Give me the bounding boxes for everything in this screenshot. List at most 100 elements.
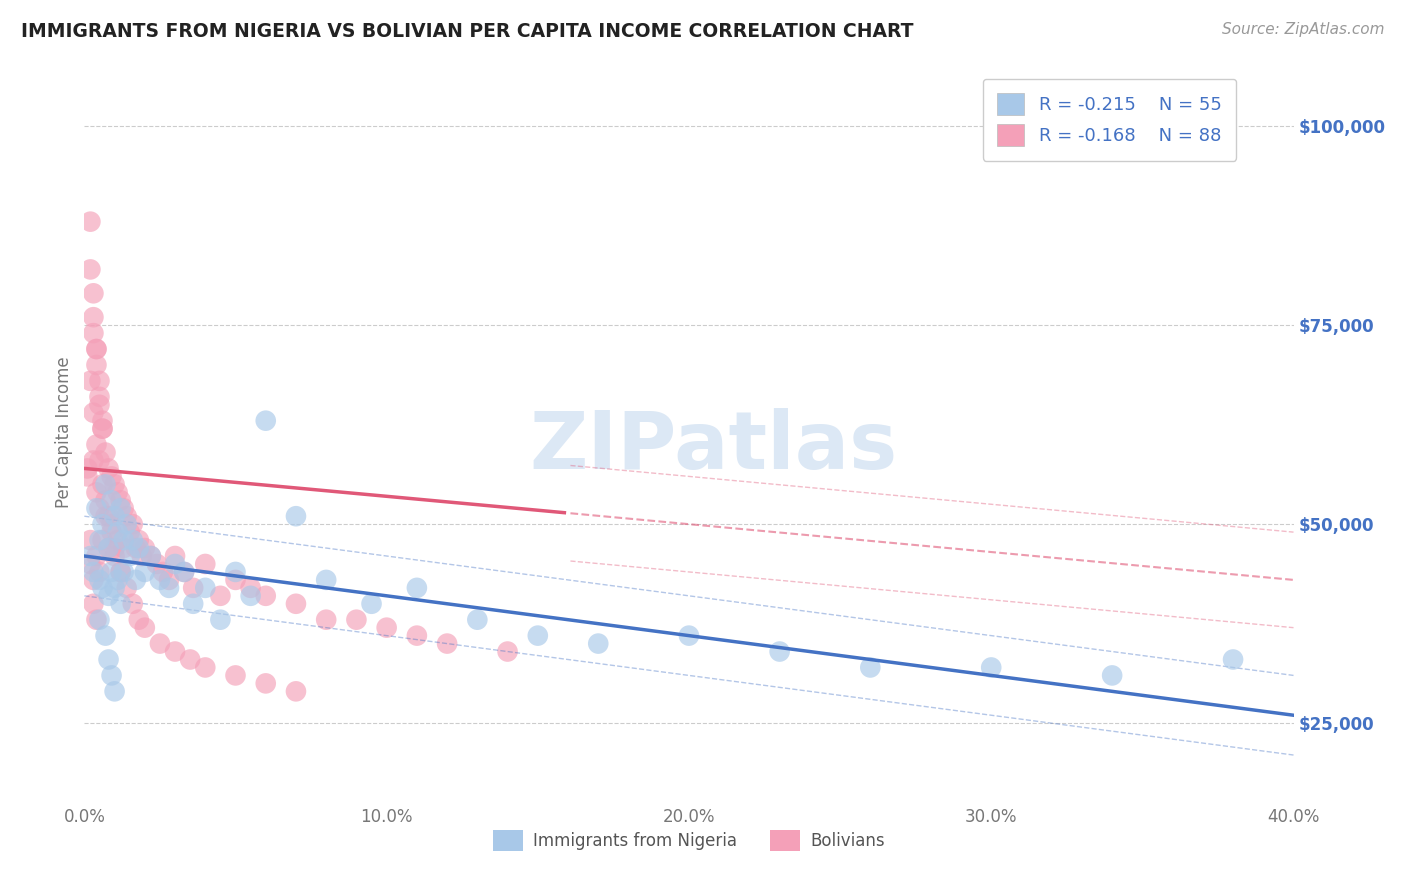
- Point: [678, 629, 700, 643]
- Point: [82, 326, 104, 340]
- Point: [110, 597, 132, 611]
- Point: [100, 517, 122, 532]
- Point: [209, 613, 232, 627]
- Point: [173, 565, 195, 579]
- Point: [112, 501, 135, 516]
- Point: [79, 533, 101, 547]
- Point: [104, 684, 127, 698]
- Point: [107, 525, 129, 540]
- Point: [91, 581, 114, 595]
- Point: [134, 621, 156, 635]
- Point: [82, 565, 104, 579]
- Point: [110, 565, 132, 579]
- Point: [86, 613, 108, 627]
- Point: [110, 501, 132, 516]
- Point: [97, 541, 120, 555]
- Point: [89, 501, 111, 516]
- Point: [165, 557, 187, 571]
- Point: [86, 358, 108, 372]
- Point: [79, 262, 101, 277]
- Point: [89, 533, 111, 547]
- Point: [181, 581, 204, 595]
- Point: [76, 469, 98, 483]
- Text: Source: ZipAtlas.com: Source: ZipAtlas.com: [1222, 22, 1385, 37]
- Point: [980, 660, 1002, 674]
- Point: [89, 573, 111, 587]
- Point: [128, 533, 150, 547]
- Point: [107, 485, 129, 500]
- Point: [121, 597, 143, 611]
- Text: ZIPatlas: ZIPatlas: [529, 409, 897, 486]
- Point: [91, 422, 114, 436]
- Point: [86, 342, 108, 356]
- Point: [225, 565, 247, 579]
- Point: [91, 533, 114, 547]
- Point: [110, 493, 132, 508]
- Point: [89, 613, 111, 627]
- Point: [86, 437, 108, 451]
- Point: [112, 565, 135, 579]
- Point: [165, 644, 187, 658]
- Point: [315, 613, 337, 627]
- Point: [97, 509, 120, 524]
- Point: [104, 549, 127, 563]
- Point: [104, 541, 127, 555]
- Point: [165, 549, 187, 563]
- Point: [82, 286, 104, 301]
- Y-axis label: Per Capita Income: Per Capita Income: [55, 357, 73, 508]
- Point: [86, 342, 108, 356]
- Point: [121, 517, 143, 532]
- Point: [527, 629, 550, 643]
- Point: [118, 549, 141, 563]
- Point: [254, 414, 277, 428]
- Point: [346, 613, 368, 627]
- Point: [100, 525, 122, 540]
- Point: [112, 541, 135, 555]
- Point: [139, 549, 162, 563]
- Point: [118, 525, 141, 540]
- Point: [100, 668, 122, 682]
- Point: [107, 533, 129, 547]
- Point: [82, 310, 104, 325]
- Point: [157, 573, 180, 587]
- Point: [86, 549, 108, 563]
- Point: [406, 581, 429, 595]
- Point: [360, 597, 382, 611]
- Point: [285, 684, 308, 698]
- Point: [406, 629, 429, 643]
- Point: [89, 390, 111, 404]
- Point: [769, 644, 792, 658]
- Point: [239, 589, 262, 603]
- Point: [86, 485, 108, 500]
- Point: [134, 565, 156, 579]
- Point: [139, 549, 162, 563]
- Point: [134, 541, 156, 555]
- Point: [375, 621, 398, 635]
- Text: IMMIGRANTS FROM NIGERIA VS BOLIVIAN PER CAPITA INCOME CORRELATION CHART: IMMIGRANTS FROM NIGERIA VS BOLIVIAN PER …: [21, 22, 914, 41]
- Point: [91, 477, 114, 491]
- Point: [97, 541, 120, 555]
- Point: [1101, 668, 1123, 682]
- Point: [254, 589, 277, 603]
- Point: [100, 565, 122, 579]
- Point: [79, 557, 101, 571]
- Point: [588, 637, 610, 651]
- Point: [86, 501, 108, 516]
- Point: [209, 589, 232, 603]
- Point: [94, 509, 117, 524]
- Point: [94, 629, 117, 643]
- Point: [146, 557, 169, 571]
- Point: [225, 573, 247, 587]
- Point: [89, 565, 111, 579]
- Point: [467, 613, 489, 627]
- Point: [239, 581, 262, 595]
- Point: [125, 573, 148, 587]
- Point: [125, 541, 148, 555]
- Point: [82, 573, 104, 587]
- Point: [89, 453, 111, 467]
- Point: [100, 469, 122, 483]
- Point: [181, 597, 204, 611]
- Point: [179, 652, 201, 666]
- Point: [82, 597, 104, 611]
- Point: [91, 517, 114, 532]
